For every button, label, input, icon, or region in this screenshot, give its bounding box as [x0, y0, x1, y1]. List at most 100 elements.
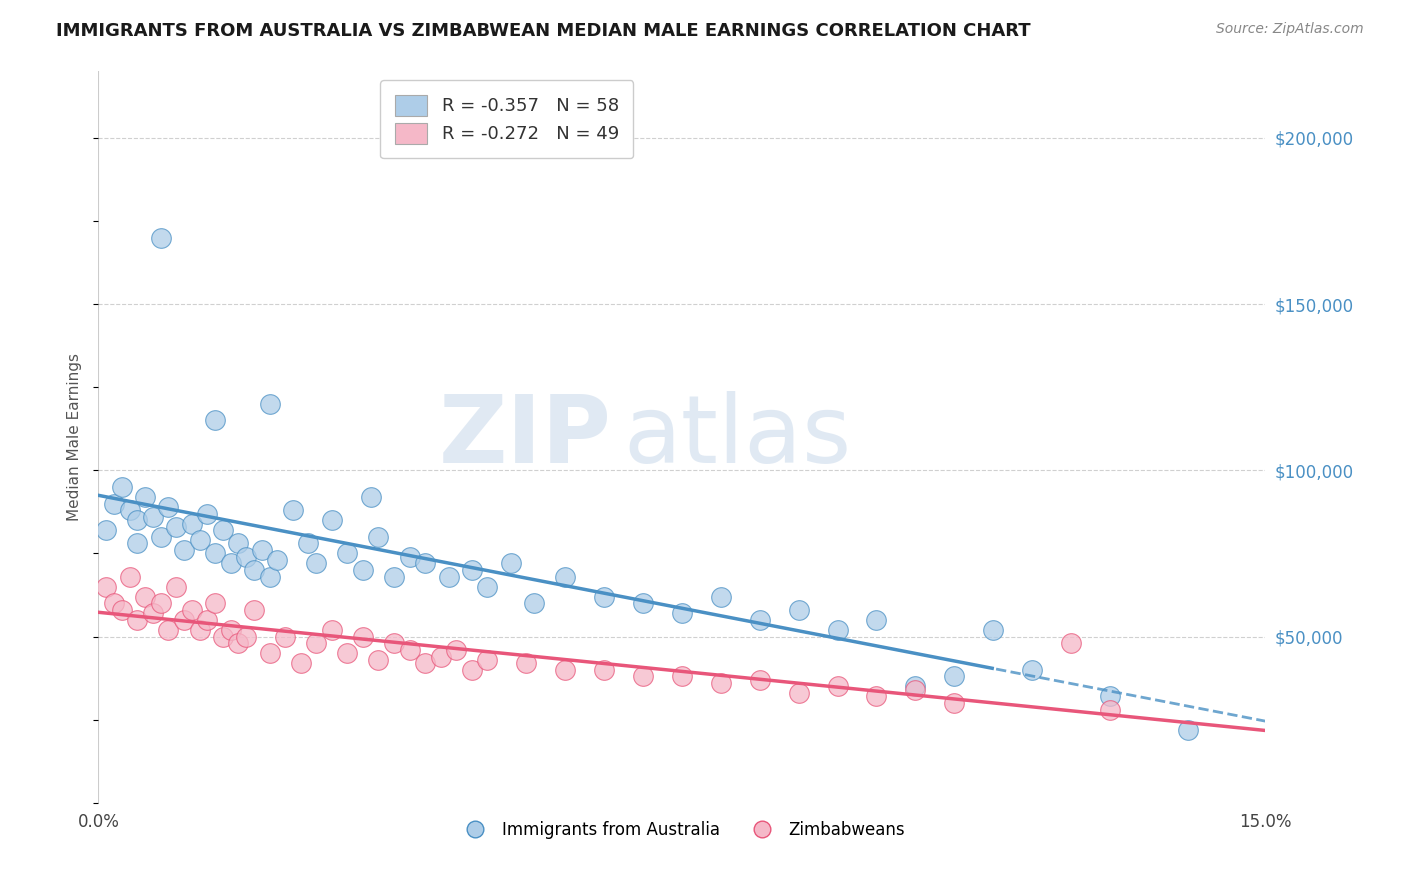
Point [477, 580, 499, 594]
Point [243, 603, 266, 617]
Point [305, 636, 328, 650]
Point [748, 613, 770, 627]
Point [259, 397, 281, 411]
Point [787, 686, 810, 700]
Point [943, 696, 966, 710]
Point [336, 546, 359, 560]
Point [290, 656, 312, 670]
Point [305, 557, 328, 571]
Point [180, 516, 202, 531]
Point [429, 649, 451, 664]
Point [96, 580, 118, 594]
Text: IMMIGRANTS FROM AUSTRALIA VS ZIMBABWEAN MEDIAN MALE EARNINGS CORRELATION CHART: IMMIGRANTS FROM AUSTRALIA VS ZIMBABWEAN … [56, 22, 1031, 40]
Point [204, 596, 226, 610]
Point [188, 533, 211, 548]
Point [142, 509, 165, 524]
Point [127, 613, 149, 627]
Point [149, 596, 172, 610]
Point [173, 613, 195, 627]
Point [118, 503, 141, 517]
Point [149, 530, 172, 544]
Point [1098, 690, 1121, 704]
Point [281, 503, 304, 517]
Point [157, 500, 180, 514]
Point [437, 570, 460, 584]
Point [165, 580, 187, 594]
Point [671, 669, 693, 683]
Point [499, 557, 522, 571]
Point [827, 623, 849, 637]
Point [1060, 636, 1083, 650]
Point [477, 653, 499, 667]
Point [297, 536, 319, 550]
Point [981, 623, 1004, 637]
Point [710, 676, 733, 690]
Point [195, 507, 218, 521]
Point [321, 513, 343, 527]
Point [943, 669, 966, 683]
Point [274, 630, 297, 644]
Point [127, 536, 149, 550]
Point [865, 613, 887, 627]
Point [398, 643, 420, 657]
Point [904, 680, 927, 694]
Point [865, 690, 887, 704]
Point [259, 646, 281, 660]
Y-axis label: Median Male Earnings: Median Male Earnings [67, 353, 83, 521]
Point [671, 607, 693, 621]
Point [593, 663, 616, 677]
Point [259, 570, 281, 584]
Point [118, 570, 141, 584]
Point [352, 630, 374, 644]
Point [204, 546, 226, 560]
Point [352, 563, 374, 577]
Point [631, 596, 654, 610]
Point [180, 603, 202, 617]
Point [149, 230, 172, 244]
Point [250, 543, 273, 558]
Point [212, 630, 235, 644]
Point [554, 570, 576, 584]
Point [321, 623, 343, 637]
Point [446, 643, 468, 657]
Point [461, 563, 484, 577]
Text: Source: ZipAtlas.com: Source: ZipAtlas.com [1216, 22, 1364, 37]
Point [1021, 663, 1043, 677]
Point [219, 557, 242, 571]
Point [461, 663, 484, 677]
Point [413, 656, 436, 670]
Point [710, 590, 733, 604]
Point [413, 557, 436, 571]
Point [382, 636, 405, 650]
Point [554, 663, 576, 677]
Point [827, 680, 849, 694]
Text: atlas: atlas [624, 391, 852, 483]
Point [111, 603, 134, 617]
Point [228, 536, 250, 550]
Point [523, 596, 546, 610]
Point [367, 653, 389, 667]
Point [212, 523, 235, 537]
Point [1177, 723, 1199, 737]
Text: ZIP: ZIP [439, 391, 612, 483]
Point [515, 656, 537, 670]
Point [165, 520, 187, 534]
Point [631, 669, 654, 683]
Point [748, 673, 770, 687]
Point [235, 630, 257, 644]
Point [204, 413, 226, 427]
Point [134, 590, 156, 604]
Point [243, 563, 266, 577]
Point [173, 543, 195, 558]
Point [103, 596, 125, 610]
Point [360, 490, 382, 504]
Point [195, 613, 218, 627]
Point [382, 570, 405, 584]
Point [398, 549, 420, 564]
Point [336, 646, 359, 660]
Point [157, 623, 180, 637]
Point [111, 480, 134, 494]
Point [787, 603, 810, 617]
Point [593, 590, 616, 604]
Point [367, 530, 389, 544]
